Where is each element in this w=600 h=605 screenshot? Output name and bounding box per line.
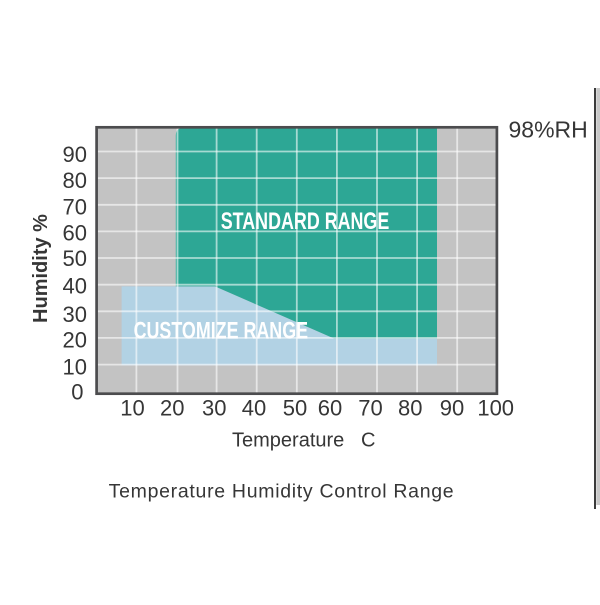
svg-text:CUSTOMIZE RANGE: CUSTOMIZE RANGE bbox=[134, 318, 308, 344]
svg-text:60: 60 bbox=[318, 395, 342, 420]
svg-text:98%RH: 98%RH bbox=[509, 116, 588, 142]
svg-text:80: 80 bbox=[398, 395, 422, 420]
svg-text:90: 90 bbox=[440, 395, 464, 420]
svg-text:50: 50 bbox=[63, 246, 87, 271]
svg-text:30: 30 bbox=[202, 395, 226, 420]
svg-text:100: 100 bbox=[477, 395, 514, 420]
svg-text:10: 10 bbox=[63, 355, 87, 380]
svg-text:40: 40 bbox=[63, 273, 87, 298]
svg-text:70: 70 bbox=[63, 195, 87, 220]
svg-text:20: 20 bbox=[160, 395, 184, 420]
svg-text:40: 40 bbox=[242, 395, 266, 420]
svg-text:80: 80 bbox=[63, 168, 87, 193]
svg-text:30: 30 bbox=[63, 302, 87, 327]
svg-text:20: 20 bbox=[63, 327, 87, 352]
svg-text:STANDARD RANGE: STANDARD RANGE bbox=[221, 209, 389, 235]
svg-text:70: 70 bbox=[358, 395, 382, 420]
svg-text:90: 90 bbox=[63, 142, 87, 167]
svg-text:Temperature Humidity Control R: Temperature Humidity Control Range bbox=[109, 481, 455, 503]
svg-text:50: 50 bbox=[283, 395, 307, 420]
svg-text:Temperature C: Temperature C bbox=[232, 429, 375, 451]
svg-text:60: 60 bbox=[63, 221, 87, 246]
svg-text:Humidity %: Humidity % bbox=[30, 214, 52, 323]
svg-text:0: 0 bbox=[71, 380, 83, 405]
svg-text:10: 10 bbox=[120, 395, 144, 420]
